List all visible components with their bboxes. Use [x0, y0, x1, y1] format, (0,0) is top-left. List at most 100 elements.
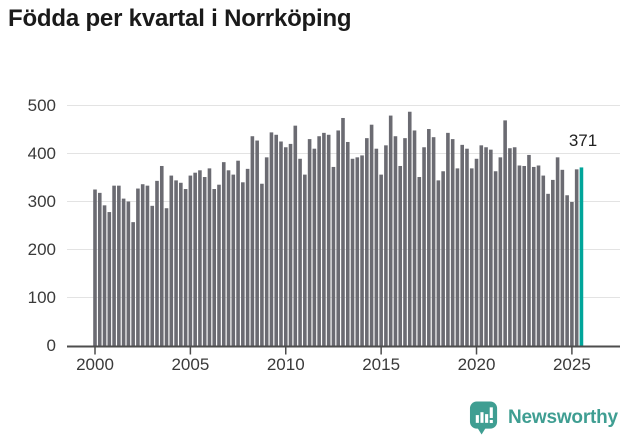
bar — [355, 157, 360, 346]
bar — [264, 157, 269, 346]
bar — [498, 157, 503, 346]
bar — [112, 185, 116, 346]
bar — [393, 136, 398, 346]
x-axis-label: 2020 — [457, 355, 496, 374]
bar — [360, 155, 364, 346]
bar — [469, 168, 474, 346]
bar — [121, 198, 126, 346]
bar — [493, 171, 498, 346]
y-axis-label: 0 — [46, 335, 56, 355]
bar — [551, 179, 555, 346]
bar — [503, 120, 507, 346]
bar — [288, 143, 293, 346]
bar — [97, 192, 102, 346]
bar — [555, 157, 560, 346]
bar — [126, 201, 131, 346]
bar — [283, 147, 288, 346]
bar — [345, 141, 350, 346]
x-axis-label: 2000 — [76, 355, 114, 374]
bar — [508, 148, 512, 346]
x-axis-label: 2015 — [362, 355, 401, 374]
bar — [250, 136, 255, 346]
bar — [536, 165, 541, 346]
bar — [293, 125, 298, 346]
bar — [326, 134, 331, 346]
bar — [131, 222, 135, 346]
bar — [565, 195, 569, 346]
bar — [102, 205, 107, 346]
bar — [522, 165, 527, 346]
bar — [140, 184, 145, 346]
x-axis-label: 2010 — [266, 355, 305, 374]
bar — [369, 124, 374, 346]
bar — [169, 175, 174, 346]
y-axis-label: 300 — [27, 191, 56, 211]
bar — [183, 189, 188, 346]
bar — [407, 111, 412, 346]
y-axis-label: 200 — [27, 239, 56, 259]
bar — [241, 182, 245, 346]
bar — [512, 147, 517, 346]
bar — [365, 138, 369, 346]
bar — [279, 141, 283, 346]
bar — [179, 182, 183, 346]
bar — [484, 147, 488, 346]
y-axis-label: 400 — [27, 143, 56, 163]
bar — [436, 180, 441, 346]
bar — [384, 145, 388, 346]
bar — [412, 130, 417, 346]
bar — [403, 138, 407, 346]
bar — [350, 158, 355, 346]
bar — [174, 180, 178, 346]
newsworthy-logo-icon — [469, 401, 498, 435]
bar — [441, 171, 445, 346]
newsworthy-logo[interactable]: Newsworthy — [469, 399, 627, 437]
bar — [312, 148, 317, 346]
bar — [322, 132, 326, 346]
bar — [336, 130, 341, 346]
bar — [517, 165, 522, 346]
bar — [431, 137, 436, 346]
bar — [245, 168, 250, 346]
bar — [570, 201, 574, 346]
bar — [198, 170, 202, 346]
bar — [450, 139, 455, 346]
bar — [107, 212, 112, 346]
bar — [317, 136, 321, 346]
bar — [159, 165, 164, 346]
bar — [422, 147, 426, 346]
bar — [546, 193, 550, 346]
bar — [255, 140, 259, 346]
bar — [446, 132, 450, 346]
bar — [341, 117, 345, 346]
newsworthy-logo-text: Newsworthy — [508, 407, 618, 428]
bar — [398, 165, 403, 346]
y-axis-label: 500 — [27, 95, 56, 115]
bar — [150, 205, 155, 346]
bar — [155, 180, 159, 346]
bar — [574, 169, 579, 346]
bar — [188, 175, 193, 346]
bar — [541, 175, 546, 346]
bar — [231, 174, 236, 346]
bar-highlighted — [579, 167, 584, 346]
bar — [527, 154, 531, 346]
bar — [164, 208, 169, 346]
x-axis-label: 2005 — [171, 355, 210, 374]
bar — [260, 183, 264, 346]
bar — [117, 185, 121, 346]
bar — [427, 129, 431, 346]
bar — [417, 177, 422, 346]
bar — [455, 168, 460, 346]
bar — [212, 189, 217, 346]
bar — [479, 145, 484, 346]
bar — [560, 169, 565, 346]
bar — [226, 170, 231, 346]
bar — [388, 115, 393, 346]
bar — [136, 188, 140, 346]
bar — [307, 139, 312, 346]
bar — [474, 158, 479, 346]
bar — [236, 160, 240, 346]
bar — [331, 166, 336, 346]
